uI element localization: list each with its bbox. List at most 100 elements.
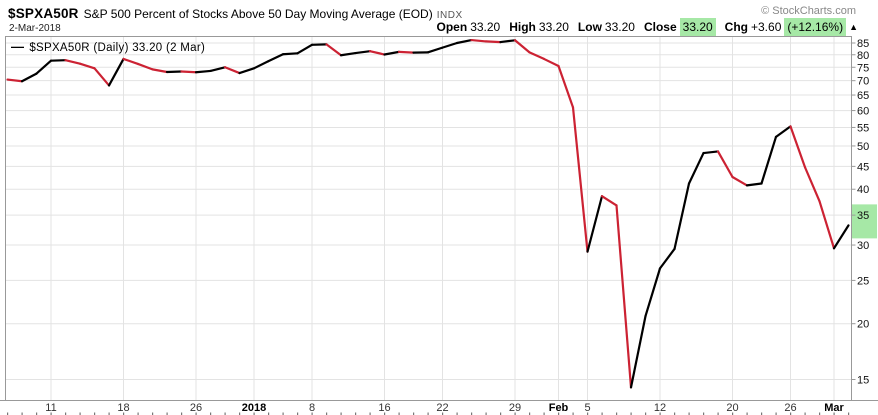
- plot-frame: [0, 36, 878, 401]
- day-tick: [572, 412, 574, 415]
- price-segment: [368, 50, 386, 56]
- day-tick: [384, 412, 386, 415]
- copyright-label: © StockCharts.com: [761, 5, 856, 17]
- day-tick: [601, 412, 603, 415]
- day-tick: [616, 412, 618, 415]
- price-segment: [78, 62, 96, 70]
- price-segment: [252, 60, 270, 70]
- price-segment: [702, 150, 720, 155]
- y-axis-label: 85: [857, 38, 869, 50]
- x-axis-label: 29: [509, 402, 521, 414]
- price-segment: [470, 38, 488, 43]
- quote-row: Open 33.20 High 33.20 Low 33.20 Close 33.20 Chg +…: [437, 18, 858, 36]
- day-tick: [703, 412, 705, 415]
- close-value: 33.20: [679, 18, 716, 36]
- price-line[interactable]: [6, 38, 850, 389]
- y-axis-label: 60: [857, 106, 869, 118]
- price-segment: [383, 50, 401, 56]
- day-tick: [36, 412, 38, 415]
- price-segment: [499, 39, 517, 44]
- x-axis-label: 8: [309, 402, 315, 414]
- price-segment: [296, 43, 314, 55]
- price-segment: [238, 67, 256, 75]
- chart-title: S&P 500 Percent of Stocks Above 50 Day M…: [83, 7, 433, 21]
- x-axis-label: 18: [117, 402, 129, 414]
- y-axis-label: 35: [857, 210, 869, 222]
- y-axis-label: 50: [857, 141, 869, 153]
- high-value: 33.20: [538, 20, 569, 34]
- price-segment: [803, 166, 821, 203]
- price-segment: [542, 57, 560, 68]
- price-segment: [629, 314, 647, 389]
- x-axis-label: 20: [726, 402, 738, 414]
- y-axis-label: 55: [857, 122, 869, 134]
- legend-text: $SPXA50R (Daily) 33.20 (2 Mar): [29, 42, 206, 54]
- price-segment: [209, 66, 227, 73]
- price-segment: [93, 67, 111, 87]
- price-segment: [760, 135, 778, 185]
- day-tick: [21, 412, 23, 415]
- price-segment: [745, 182, 763, 187]
- price-segment: [832, 224, 850, 250]
- day-tick: [7, 412, 9, 415]
- chart-date: 2-Mar-2018: [9, 23, 61, 34]
- price-segment: [716, 150, 734, 179]
- price-segment: [165, 70, 183, 74]
- chart-header: $SPXA50R S&P 500 Percent of Stocks Above …: [8, 5, 463, 23]
- day-tick: [500, 412, 502, 415]
- low-label: Low: [577, 20, 602, 34]
- x-axis-label: 22: [436, 402, 448, 414]
- price-segment: [528, 51, 546, 61]
- day-tick: [529, 412, 531, 415]
- day-tick: [181, 412, 183, 415]
- price-segment: [107, 57, 125, 87]
- day-tick: [79, 412, 81, 415]
- day-tick: [587, 412, 589, 415]
- chart-legend: — $SPXA50R (Daily) 33.20 (2 Mar): [11, 39, 205, 54]
- price-segment: [644, 267, 662, 318]
- gridlines: [6, 36, 851, 400]
- day-tick: [195, 412, 197, 415]
- day-tick: [746, 412, 748, 415]
- chg-label: Chg: [724, 20, 748, 34]
- day-tick: [94, 412, 96, 415]
- price-segment: [571, 106, 589, 253]
- price-segment: [354, 50, 372, 55]
- day-tick: [558, 412, 560, 415]
- day-tick: [442, 412, 444, 415]
- day-tick: [456, 412, 458, 415]
- day-tick: [790, 412, 792, 415]
- day-tick: [253, 412, 255, 415]
- y-axis-label: 40: [857, 184, 869, 196]
- price-segment: [455, 38, 473, 45]
- x-axis-label: Mar: [824, 402, 844, 414]
- price-segment: [441, 41, 459, 49]
- open-value: 33.20: [470, 20, 501, 34]
- line-swatch-icon: —: [11, 39, 25, 54]
- day-tick: [833, 412, 835, 415]
- day-tick: [775, 412, 777, 415]
- day-tick: [732, 412, 734, 415]
- day-tick: [471, 412, 473, 415]
- x-axis-label: 12: [654, 402, 666, 414]
- y-axis-label: 80: [857, 50, 869, 62]
- price-segment: [136, 62, 154, 71]
- day-tick: [65, 412, 67, 415]
- daily-tick-row: [7, 412, 850, 415]
- price-segment: [180, 70, 198, 74]
- day-tick: [761, 412, 763, 415]
- price-segment: [426, 46, 444, 54]
- chg-value: +3.60: [751, 20, 782, 34]
- price-segment: [658, 247, 676, 270]
- x-axis-label: 2018: [242, 402, 266, 414]
- day-tick: [645, 412, 647, 415]
- day-tick: [630, 412, 632, 415]
- y-axis-label: 75: [857, 62, 869, 74]
- y-axis-label: 15: [857, 375, 869, 387]
- day-tick: [659, 412, 661, 415]
- price-segment: [6, 78, 24, 83]
- day-tick: [688, 412, 690, 415]
